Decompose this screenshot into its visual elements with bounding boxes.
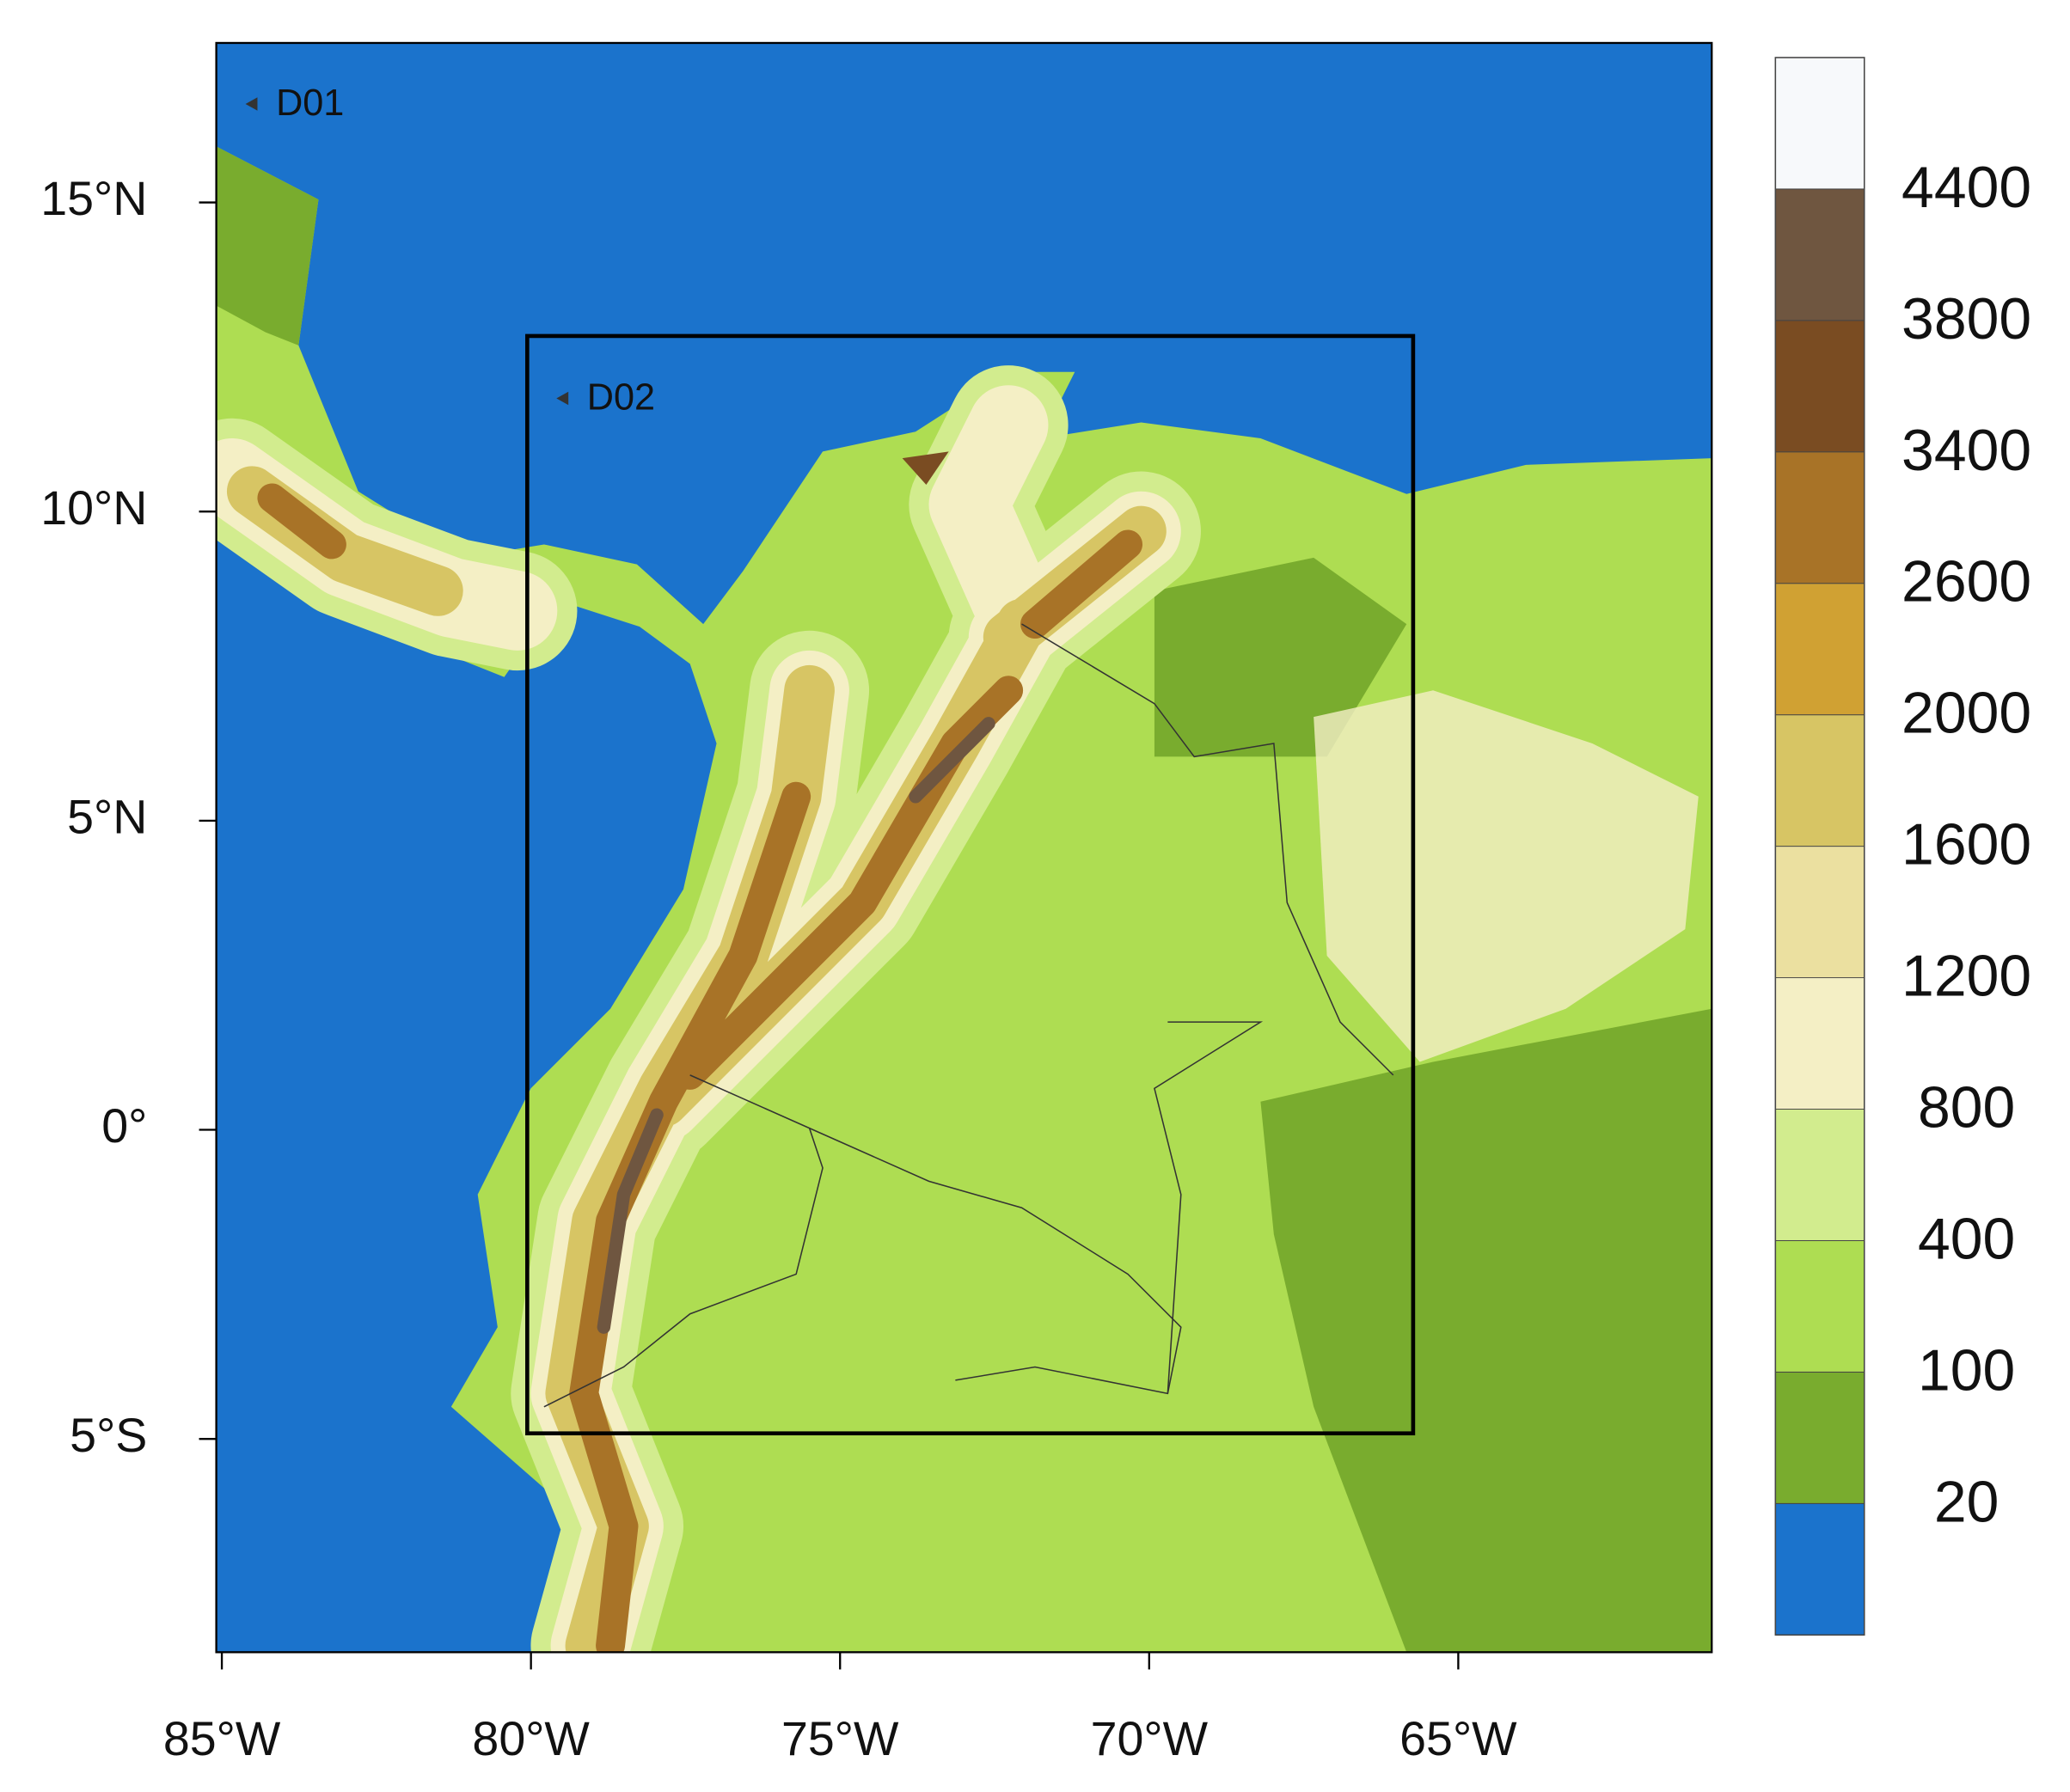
x-tick-label: 80°W xyxy=(472,1712,590,1765)
colorbar-swatch xyxy=(1774,714,1865,847)
map-frame xyxy=(215,41,1713,1654)
highland xyxy=(1314,690,1699,1062)
colorbar-swatch xyxy=(1774,977,1865,1110)
snow-peak xyxy=(902,451,949,485)
colorbar-label: 1600 xyxy=(1902,813,2031,878)
x-tick-label: 85°W xyxy=(163,1712,281,1765)
colorbar-swatch xyxy=(1774,1502,1865,1636)
colorbar-label: 400 xyxy=(1918,1207,2015,1271)
colorbar-swatch xyxy=(1774,188,1865,321)
borders xyxy=(543,623,1394,1408)
colorbar-swatch xyxy=(1774,1239,1865,1373)
y-tick-label: 10°N xyxy=(40,481,147,535)
domain-marker xyxy=(245,97,258,111)
colorbar-swatch xyxy=(1774,1109,1865,1241)
domain-box xyxy=(525,333,1416,1436)
y-tick-label: 5°S xyxy=(70,1409,147,1462)
y-tick-label: 5°N xyxy=(67,791,147,844)
andes xyxy=(216,365,1201,1653)
x-tick-label: 65°W xyxy=(1399,1712,1517,1765)
lowland xyxy=(216,146,319,346)
y-tick-label: 15°N xyxy=(40,172,147,225)
lowland xyxy=(1154,557,1407,757)
domain-label: D01 xyxy=(276,83,344,124)
colorbar-frame xyxy=(1774,57,1865,1636)
colorbar-swatch xyxy=(1774,320,1865,453)
lowland xyxy=(1260,1008,1712,1653)
domain-label: D02 xyxy=(587,376,655,418)
colorbar-swatch xyxy=(1774,57,1865,190)
colorbar-swatch xyxy=(1774,846,1865,979)
colorbar-label: 100 xyxy=(1918,1338,2015,1403)
colorbar-swatch xyxy=(1774,1371,1865,1504)
colorbar: 20 100 400 800 1200 1600 2000 2600 3400 3800 4400 xyxy=(1774,57,2031,1636)
colorbar-label: 1200 xyxy=(1902,945,2031,1009)
colorbar-label: 3800 xyxy=(1902,287,2031,352)
colorbar-label: 4400 xyxy=(1902,156,2031,220)
colorbar-label: 2600 xyxy=(1902,550,2031,615)
colorbar-label: 800 xyxy=(1918,1076,2015,1141)
colorbar-swatch xyxy=(1774,583,1865,716)
axes: 85°W 80°W 75°W 70°W 65°W 15°N 10°N 5°N 0° 5°S D01 D… xyxy=(40,83,1517,1765)
terrain xyxy=(216,42,1712,1653)
colorbar-swatch xyxy=(1774,451,1865,584)
y-tick-label: 0° xyxy=(101,1099,147,1153)
colorbar-label: 20 xyxy=(1934,1470,2000,1534)
domain-marker xyxy=(556,391,569,406)
colorbar-label: 2000 xyxy=(1902,682,2031,746)
x-tick-label: 70°W xyxy=(1091,1712,1209,1765)
x-tick-label: 75°W xyxy=(781,1712,899,1765)
colorbar-label: 3400 xyxy=(1902,419,2031,483)
